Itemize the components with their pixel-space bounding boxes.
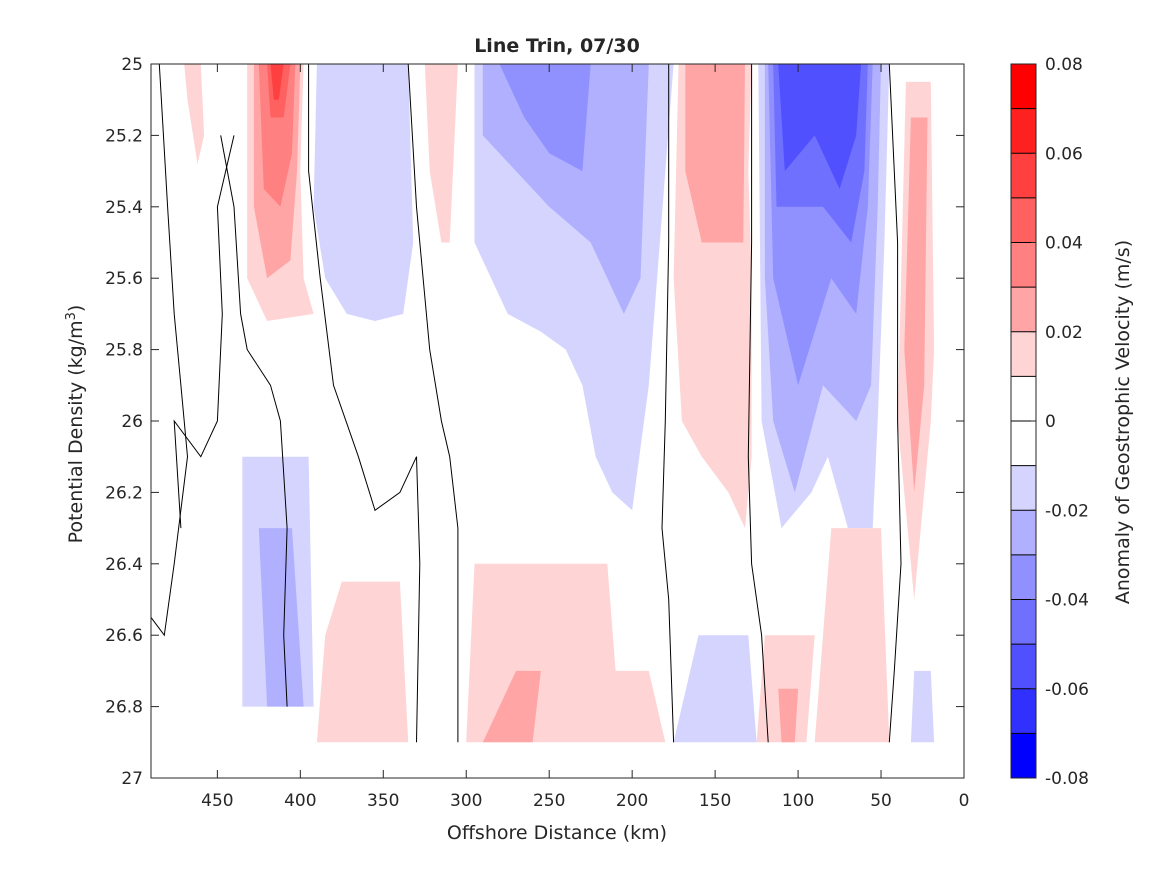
colorbar-label: Anomaly of Geostrophic Velocity (m/s) <box>1112 240 1134 604</box>
y-tick-label: 25.2 <box>105 126 143 146</box>
x-tick-label: 100 <box>782 791 814 811</box>
x-axis-label: Offshore Distance (km) <box>447 822 667 844</box>
colorbar-tick-label: 0.02 <box>1045 323 1083 343</box>
chart-title: Line Trin, 07/30 <box>474 35 640 57</box>
contour-region-6 <box>313 64 414 321</box>
contour-region-29 <box>910 670 935 743</box>
y-tick-label: 25 <box>121 55 143 75</box>
colorbar-tick-label: 0.08 <box>1045 55 1083 75</box>
y-axis-label-main: Potential Density (kg/m <box>65 320 87 543</box>
colorbar-band <box>1011 421 1036 467</box>
zero-contour-line-3 <box>308 64 421 743</box>
contour-fill-layer <box>184 64 935 743</box>
x-tick-label: 150 <box>699 791 731 811</box>
contour-region-12 <box>685 64 745 243</box>
colorbar-band <box>1011 554 1036 600</box>
zero-contour-line-7 <box>888 63 902 743</box>
y-tick-label: 26.4 <box>105 555 143 575</box>
colorbar-band <box>1011 688 1036 734</box>
y-axis-label-superscript: 3 <box>64 312 79 320</box>
contour-region-3 <box>258 64 296 207</box>
y-tick-label: 25.4 <box>105 198 143 218</box>
colorbar-band <box>1011 376 1036 422</box>
y-tick-label: 26.8 <box>105 698 143 718</box>
contour-region-5 <box>270 64 284 100</box>
x-tick-label: 400 <box>284 791 316 811</box>
colorbar-band <box>1011 510 1036 556</box>
y-tick-label: 26.2 <box>105 483 143 503</box>
contour-region-25 <box>673 635 757 743</box>
y-tick-label: 25.8 <box>105 341 143 361</box>
contour-region-0 <box>184 64 205 164</box>
contour-region-17 <box>778 64 862 189</box>
colorbar: 0.08 0.06 0.04 0.02 0 -0.02 -0.04 -0.06 -0.08 <box>1010 55 1089 789</box>
colorbar-tick-label: 0.06 <box>1045 144 1083 164</box>
zero-contour-line-6 <box>747 64 769 743</box>
colorbar-tick-label: -0.08 <box>1045 769 1089 789</box>
colorbar-band <box>1011 331 1036 377</box>
x-tick-label: 450 <box>201 791 233 811</box>
x-tick-label: 350 <box>367 791 399 811</box>
zero-contour-line-5 <box>661 64 675 743</box>
colorbar-band <box>1011 465 1036 511</box>
y-axis: 25 25.2 25.4 25.6 25.8 26 26.2 26.4 26.6 26.8 27 <box>105 55 964 789</box>
x-tick-label: 0 <box>959 791 970 811</box>
contour-region-26 <box>756 635 815 743</box>
contour-region-10 <box>499 64 591 172</box>
contour-region-28 <box>814 528 890 743</box>
colorbar-tick-label: -0.02 <box>1045 501 1089 521</box>
colorbar-band <box>1011 153 1036 199</box>
colorbar-tick-label: 0 <box>1045 412 1056 432</box>
zero-contour-line-0 <box>150 63 189 637</box>
colorbar-band <box>1011 242 1036 288</box>
x-tick-label: 300 <box>450 791 482 811</box>
colorbar-tick-label: 0.04 <box>1045 234 1083 254</box>
contour-region-21 <box>258 528 304 707</box>
colorbar-tick-label: -0.06 <box>1045 680 1089 700</box>
y-tick-label: 26 <box>121 412 143 432</box>
zero-contour-layer <box>150 63 902 743</box>
contour-region-27 <box>778 688 799 743</box>
colorbar-band <box>1011 644 1036 690</box>
x-tick-label: 200 <box>616 791 648 811</box>
colorbar-band <box>1011 108 1036 154</box>
y-axis-label: Potential Density (kg/m3) <box>64 305 88 544</box>
contour-region-22 <box>316 581 409 743</box>
y-axis-label-close: ) <box>65 305 87 312</box>
y-tick-label: 26.6 <box>105 626 143 646</box>
x-tick-label: 250 <box>533 791 565 811</box>
colorbar-tick-label: -0.04 <box>1045 591 1089 611</box>
contour-region-9 <box>482 64 649 314</box>
colorbar-band <box>1011 64 1036 110</box>
zero-contour-line-4 <box>407 63 459 743</box>
colorbar-band <box>1011 733 1036 779</box>
contour-region-7 <box>424 64 458 243</box>
contour-region-24 <box>482 670 541 743</box>
y-tick-label: 25.6 <box>105 269 143 289</box>
zero-contour-line-2 <box>173 135 235 529</box>
colorbar-band <box>1011 599 1036 645</box>
x-tick-label: 50 <box>870 791 892 811</box>
colorbar-band <box>1011 287 1036 333</box>
colorbar-band <box>1011 197 1036 243</box>
x-axis: 450 400 350 300 250 200 150 100 50 0 <box>201 64 969 811</box>
y-tick-label: 27 <box>121 769 143 789</box>
zero-contour-line-1 <box>220 135 288 707</box>
contour-region-19 <box>904 117 928 493</box>
